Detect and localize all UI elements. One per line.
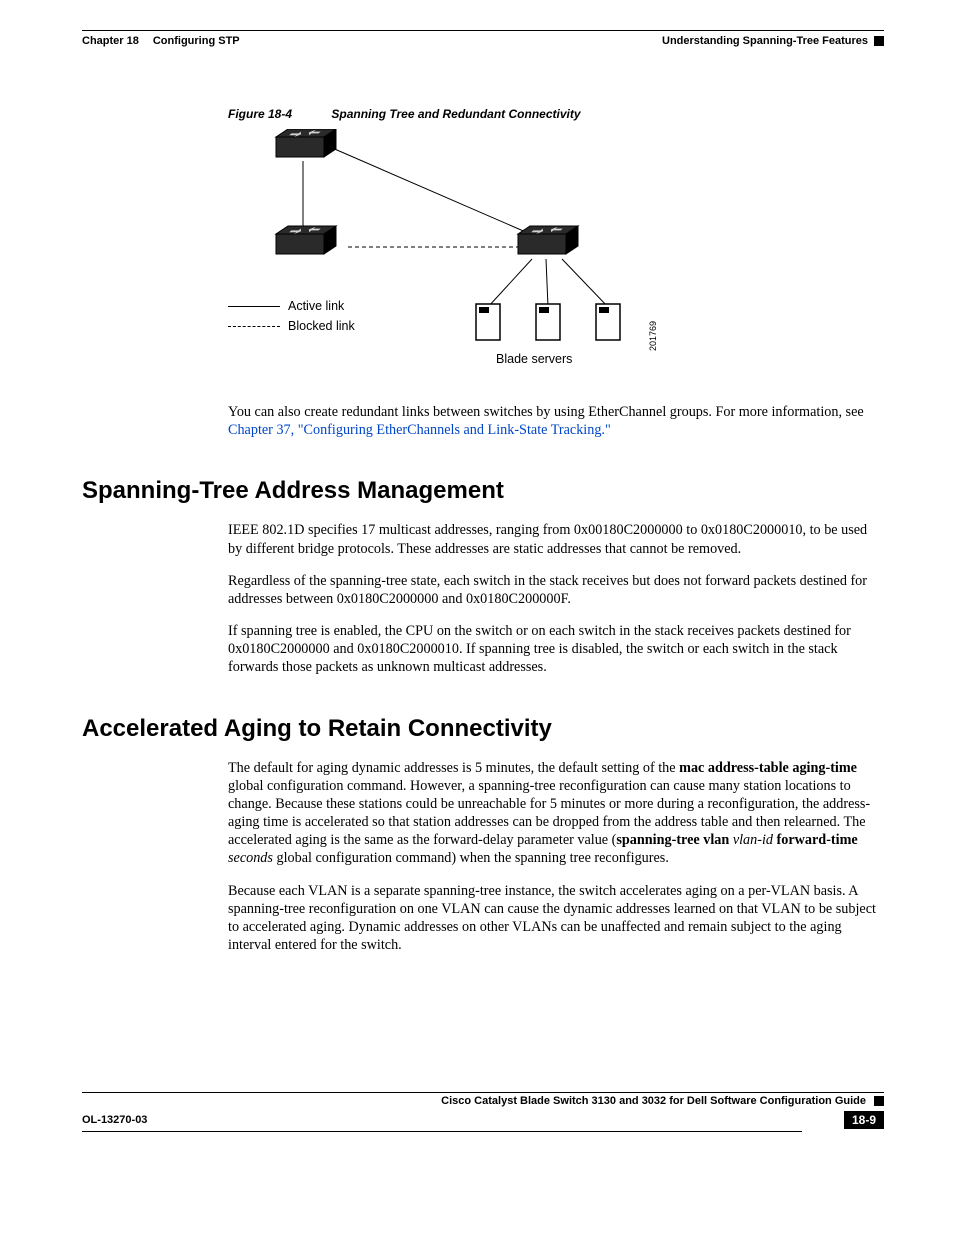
page-header: Chapter 18 Configuring STP Understanding… <box>82 35 884 47</box>
figure-number: Figure 18-4 <box>228 107 292 121</box>
page-number-badge: 18-9 <box>844 1111 884 1129</box>
chapter-title: Configuring STP <box>153 35 240 47</box>
figure-legend: Active link Blocked link <box>228 299 355 339</box>
doc-id: OL-13270-03 <box>82 1114 147 1126</box>
s2-p1: The default for aging dynamic addresses … <box>228 759 884 868</box>
var-seconds: seconds <box>228 850 273 866</box>
figure-diagram: Active link Blocked link Blade servers 2… <box>228 129 668 389</box>
s1-p1: IEEE 802.1D specifies 17 multicast addre… <box>228 521 884 557</box>
heading-address-management: Spanning-Tree Address Management <box>82 477 884 505</box>
s2-p2: Because each VLAN is a separate spanning… <box>228 882 884 955</box>
intro-paragraph: You can also create redundant links betw… <box>228 403 884 439</box>
dashed-line-icon <box>228 326 280 327</box>
figure-title: Spanning Tree and Redundant Connectivity <box>331 107 580 121</box>
chapter-37-link[interactable]: Chapter 37, "Configuring EtherChannels a… <box>228 422 611 438</box>
legend-blocked-label: Blocked link <box>288 319 355 333</box>
page-footer: Cisco Catalyst Blade Switch 3130 and 303… <box>82 1092 884 1132</box>
cmd-mac-address-table: mac address-table aging-time <box>679 760 857 776</box>
var-vlan-id: vlan-id <box>733 832 773 848</box>
cmd-forward-time: forward-time <box>777 832 858 848</box>
footer-marker-icon <box>874 1096 884 1106</box>
s1-p2: Regardless of the spanning-tree state, e… <box>228 572 884 608</box>
s1-p3: If spanning tree is enabled, the CPU on … <box>228 622 884 677</box>
figure-caption: Figure 18-4 Spanning Tree and Redundant … <box>228 107 884 121</box>
book-title: Cisco Catalyst Blade Switch 3130 and 303… <box>441 1095 866 1107</box>
figure-id-label: 201769 <box>648 321 658 351</box>
section-title: Understanding Spanning-Tree Features <box>662 35 868 47</box>
blade-servers-label: Blade servers <box>496 352 572 366</box>
solid-line-icon <box>228 306 280 307</box>
legend-active-label: Active link <box>288 299 344 313</box>
cmd-spanning-tree-vlan: spanning-tree vlan <box>616 832 729 848</box>
chapter-label: Chapter 18 <box>82 35 139 47</box>
header-marker-icon <box>874 36 884 46</box>
heading-accelerated-aging: Accelerated Aging to Retain Connectivity <box>82 715 884 743</box>
